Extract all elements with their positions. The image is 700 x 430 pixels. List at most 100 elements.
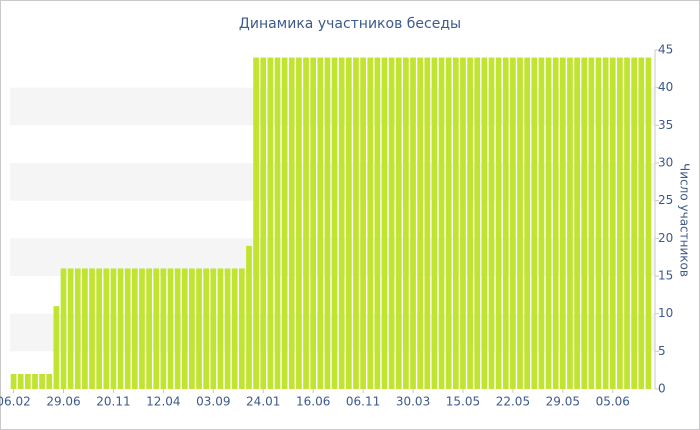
y-axis-label: Число участников (678, 163, 692, 277)
bar (160, 268, 167, 389)
bar (581, 57, 588, 390)
x-tick-label: 24.01 (246, 395, 280, 409)
bar (260, 57, 267, 390)
y-tick-label: 0 (658, 382, 666, 396)
bar (288, 57, 295, 390)
bar (153, 268, 160, 389)
bar (460, 57, 466, 390)
bar (96, 268, 103, 389)
bar (167, 268, 174, 389)
bar (131, 268, 138, 389)
bar (53, 306, 60, 389)
bar (609, 57, 616, 390)
y-tick-label: 25 (658, 193, 673, 207)
bar (60, 268, 67, 389)
x-tick-label: 30.03 (396, 395, 430, 409)
x-tick-label: 06.02 (0, 395, 31, 409)
x-tick-label: 29.05 (546, 395, 580, 409)
bar (296, 57, 302, 390)
x-tick-label: 03.09 (196, 395, 230, 409)
bar (488, 57, 495, 390)
x-tick-label: 20.11 (96, 395, 130, 409)
bar (331, 57, 338, 390)
bar (210, 268, 217, 389)
bar (381, 57, 388, 390)
y-tick-label: 5 (658, 344, 666, 358)
bar (224, 268, 231, 389)
bar (274, 57, 281, 390)
bar (338, 57, 345, 390)
bar (510, 57, 516, 390)
bar (424, 57, 431, 390)
bar (367, 57, 374, 390)
bar (531, 57, 538, 390)
bar (438, 57, 445, 390)
bar (103, 268, 110, 389)
bar (388, 57, 395, 390)
bar (595, 57, 602, 390)
x-tick-label: 16.06 (296, 395, 330, 409)
x-tick-label: 12.04 (146, 395, 180, 409)
x-tick-label: 05.06 (596, 395, 630, 409)
y-tick-label: 30 (658, 156, 673, 170)
bar (231, 268, 238, 389)
bar (82, 268, 88, 389)
bar (481, 57, 488, 390)
bar (310, 57, 317, 390)
bar (574, 57, 580, 390)
bar (217, 268, 224, 389)
bar (146, 268, 152, 389)
bar (403, 57, 409, 390)
bar (645, 57, 652, 390)
bar (360, 57, 366, 390)
x-tick-label: 15.05 (446, 395, 480, 409)
x-tick-label: 29.06 (46, 395, 80, 409)
bar (502, 57, 509, 390)
bar (545, 57, 552, 390)
bar (617, 57, 623, 390)
bar (281, 57, 288, 390)
bar (474, 57, 481, 390)
bar (524, 57, 531, 390)
bar (410, 57, 416, 390)
y-tick-label: 45 (658, 43, 673, 57)
bar (46, 373, 53, 389)
bar (238, 268, 245, 389)
bar (638, 57, 645, 390)
bar (17, 373, 24, 389)
bar (559, 57, 566, 390)
bar (181, 268, 188, 389)
bar (196, 268, 202, 389)
bar (39, 373, 45, 389)
bar (189, 268, 195, 389)
chart-title: Динамика участников беседы (239, 16, 461, 32)
bar (431, 57, 438, 390)
bar (267, 57, 274, 390)
bar (89, 268, 95, 389)
bar (374, 57, 381, 390)
y-tick-label: 40 (658, 80, 673, 94)
bar (67, 268, 74, 389)
bar (24, 373, 31, 389)
bar (139, 268, 145, 389)
bar (303, 57, 309, 390)
y-tick-label: 35 (658, 118, 673, 132)
bar (253, 57, 259, 390)
bar (345, 57, 352, 390)
bar (353, 57, 359, 390)
bar (74, 268, 81, 389)
bar (117, 268, 124, 389)
bar (395, 57, 402, 390)
bar (417, 57, 424, 390)
bar (124, 268, 131, 389)
bar (588, 57, 595, 390)
bar (517, 57, 523, 390)
y-tick-label: 15 (658, 269, 673, 283)
x-tick-label: 22.05 (496, 395, 530, 409)
bar (495, 57, 502, 390)
bar (110, 268, 117, 389)
bar (246, 245, 252, 389)
bar (452, 57, 459, 390)
bar (624, 57, 630, 390)
